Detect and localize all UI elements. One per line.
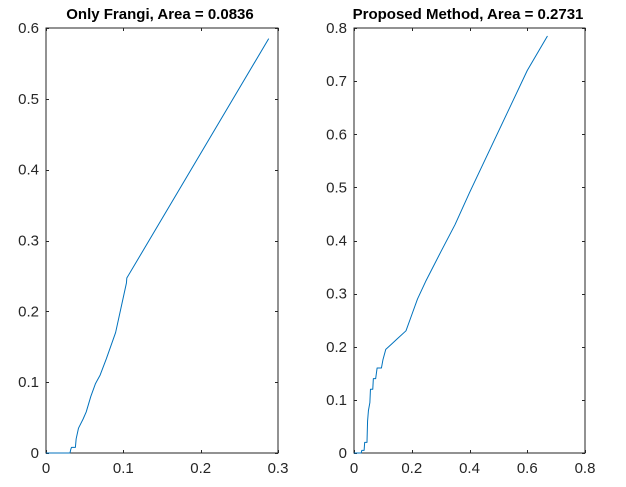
left-x-tick-label: 0.2 [190,460,211,477]
left-x-tick-label: 0 [42,460,50,477]
left-y-tick-label: 0.4 [18,162,39,179]
left-y-tick-label: 0.2 [18,303,39,320]
left-y-tick-label: 0 [31,445,39,462]
right-y-tick-label: 0.6 [326,126,347,143]
left-x-tick-label: 0.3 [268,460,289,477]
right-x-tick-label: 0.4 [459,460,480,477]
right-y-tick-label: 0.5 [326,179,347,196]
right-y-tick-label: 0.4 [326,233,347,250]
right-chart-title: Proposed Method, Area = 0.2731 [353,6,584,23]
left-x-tick-label: 0.1 [113,460,134,477]
right-y-tick-label: 0.1 [326,392,347,409]
right-y-tick-label: 0.2 [326,339,347,356]
right-axes-box [353,27,586,454]
left-y-tick-label: 0.1 [18,374,39,391]
right-x-tick-label: 0.2 [401,460,422,477]
right-series-line [354,35,548,454]
right-x-tick-label: 0.6 [517,460,538,477]
right-y-tick-label: 0.3 [326,286,347,303]
left-y-tick-label: 0.5 [18,91,39,108]
left-y-tick-label: 0.6 [18,20,39,37]
right-y-tick-label: 0 [339,445,347,462]
right-y-tick-label: 0.7 [326,73,347,90]
left-axes-box [45,27,279,454]
right-plot-panel: Proposed Method, Area = 0.2731 0 0.2 0.4 0.… [326,6,595,477]
right-x-tick-label: 0 [350,460,358,477]
right-x-tick-label: 0.8 [575,460,596,477]
left-chart-title: Only Frangi, Area = 0.0836 [66,6,253,23]
left-y-tick-label: 0.3 [18,233,39,250]
left-series-line [46,38,270,454]
right-y-tick-label: 0.8 [326,20,347,37]
left-plot-panel: Only Frangi, Area = 0.0836 0 0.1 0.2 0.3 0 0.… [18,6,288,477]
